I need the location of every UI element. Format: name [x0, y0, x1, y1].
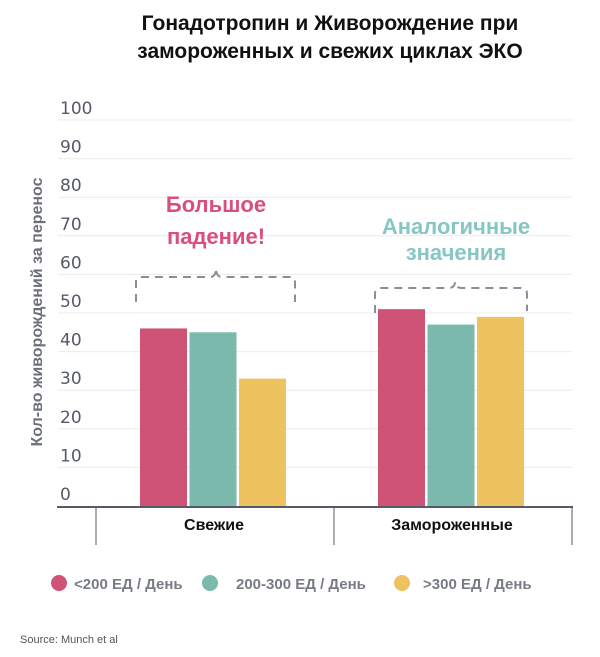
y-tick-label: 40 — [60, 331, 82, 351]
bar-fresh-series-1 — [189, 332, 237, 506]
legend: <200 ЕД / День 200-300 ЕД / День >300 ЕД… — [51, 575, 532, 593]
category-label-fresh: Свежие — [184, 517, 244, 534]
legend-label-mid: 200-300 ЕД / День — [236, 576, 366, 593]
legend-label-high: >300 ЕД / День — [423, 576, 532, 593]
bracket-frozen — [374, 281, 528, 313]
y-tick-label: 80 — [60, 176, 82, 196]
category-label-frozen: Замороженные — [391, 517, 513, 534]
y-tick-label: 30 — [60, 369, 82, 389]
legend-marker-high — [394, 575, 410, 591]
legend-marker-low — [51, 575, 67, 591]
legend-label-low: <200 ЕД / День — [74, 576, 183, 593]
y-tick-label: 20 — [60, 408, 82, 428]
chart-title-line-2: замороженных и свежих циклах ЭКО — [137, 40, 522, 63]
annotation-big-drop-line-2: падение! — [167, 224, 265, 249]
bar-fresh-series-0 — [140, 328, 187, 506]
annotation-big-drop-line-1: Большое — [166, 192, 266, 217]
y-axis-label: Кол-во живорождений за перенос — [29, 177, 46, 446]
annotation-similar-line-2: значения — [406, 240, 507, 265]
y-tick-label: 100 — [60, 99, 92, 119]
y-tick-label: 0 — [60, 485, 71, 505]
chart-title-line-1: Гонадотропин и Живорождение при — [142, 12, 519, 35]
bar-fresh-series-2 — [239, 378, 286, 506]
bracket-fresh — [135, 267, 296, 302]
annotation-similar-line-1: Аналогичные — [382, 214, 530, 239]
y-tick-label: 60 — [60, 253, 82, 273]
bar-frozen-series-2 — [477, 316, 524, 506]
legend-marker-mid — [202, 575, 218, 591]
y-tick-label: 90 — [60, 138, 82, 158]
y-tick-label: 10 — [60, 446, 82, 466]
bar-frozen-series-1 — [427, 324, 475, 506]
y-tick-label: 70 — [60, 215, 82, 235]
bar-frozen-series-0 — [378, 309, 425, 506]
y-tick-label: 50 — [60, 292, 82, 312]
source-note: Source: Munch et al — [20, 634, 118, 646]
